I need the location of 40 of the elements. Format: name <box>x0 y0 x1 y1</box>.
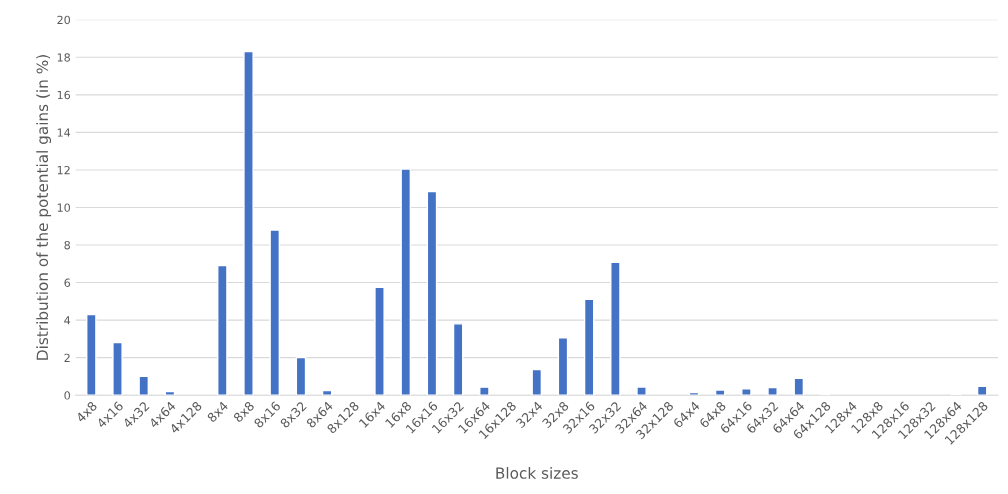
bar <box>452 323 464 396</box>
bar <box>583 298 595 396</box>
y-tick-label: 14 <box>57 128 71 137</box>
bar <box>793 377 805 396</box>
bar <box>321 389 333 396</box>
y-tick-label: 18 <box>57 53 70 62</box>
bar <box>767 386 778 396</box>
bar <box>479 386 490 396</box>
bar <box>531 368 543 396</box>
bar <box>636 386 647 396</box>
bar <box>976 385 988 396</box>
bar <box>426 190 438 396</box>
x-tick-label: 8x4 <box>206 400 229 423</box>
bar <box>714 389 726 396</box>
y-tick-label: 12 <box>57 165 70 175</box>
bar <box>217 264 228 396</box>
bar <box>138 375 150 396</box>
bar <box>688 391 700 396</box>
bar <box>86 313 97 396</box>
bar <box>243 50 254 396</box>
y-tick-label: 10 <box>57 203 70 212</box>
y-tick-label: 4 <box>64 316 71 325</box>
y-axis-title: Distribution of the potential gains (in %) <box>36 55 52 360</box>
bar <box>400 168 412 396</box>
bar <box>374 286 385 396</box>
bar <box>112 341 123 396</box>
bar <box>269 229 281 396</box>
bar <box>295 356 307 396</box>
y-tick-label: 2 <box>64 353 70 362</box>
bar <box>557 337 569 396</box>
y-tick-label: 20 <box>57 15 70 25</box>
x-axis-title: Block sizes <box>496 467 578 479</box>
x-tick-label: 4x8 <box>75 400 98 423</box>
y-tick-label: 0 <box>64 391 70 400</box>
y-tick-label: 8 <box>64 241 70 250</box>
y-tick-label: 16 <box>57 90 71 100</box>
bar <box>610 261 621 396</box>
bar <box>741 388 752 396</box>
x-tick-label: 8x8 <box>232 400 255 423</box>
y-tick-label: 6 <box>64 278 71 287</box>
